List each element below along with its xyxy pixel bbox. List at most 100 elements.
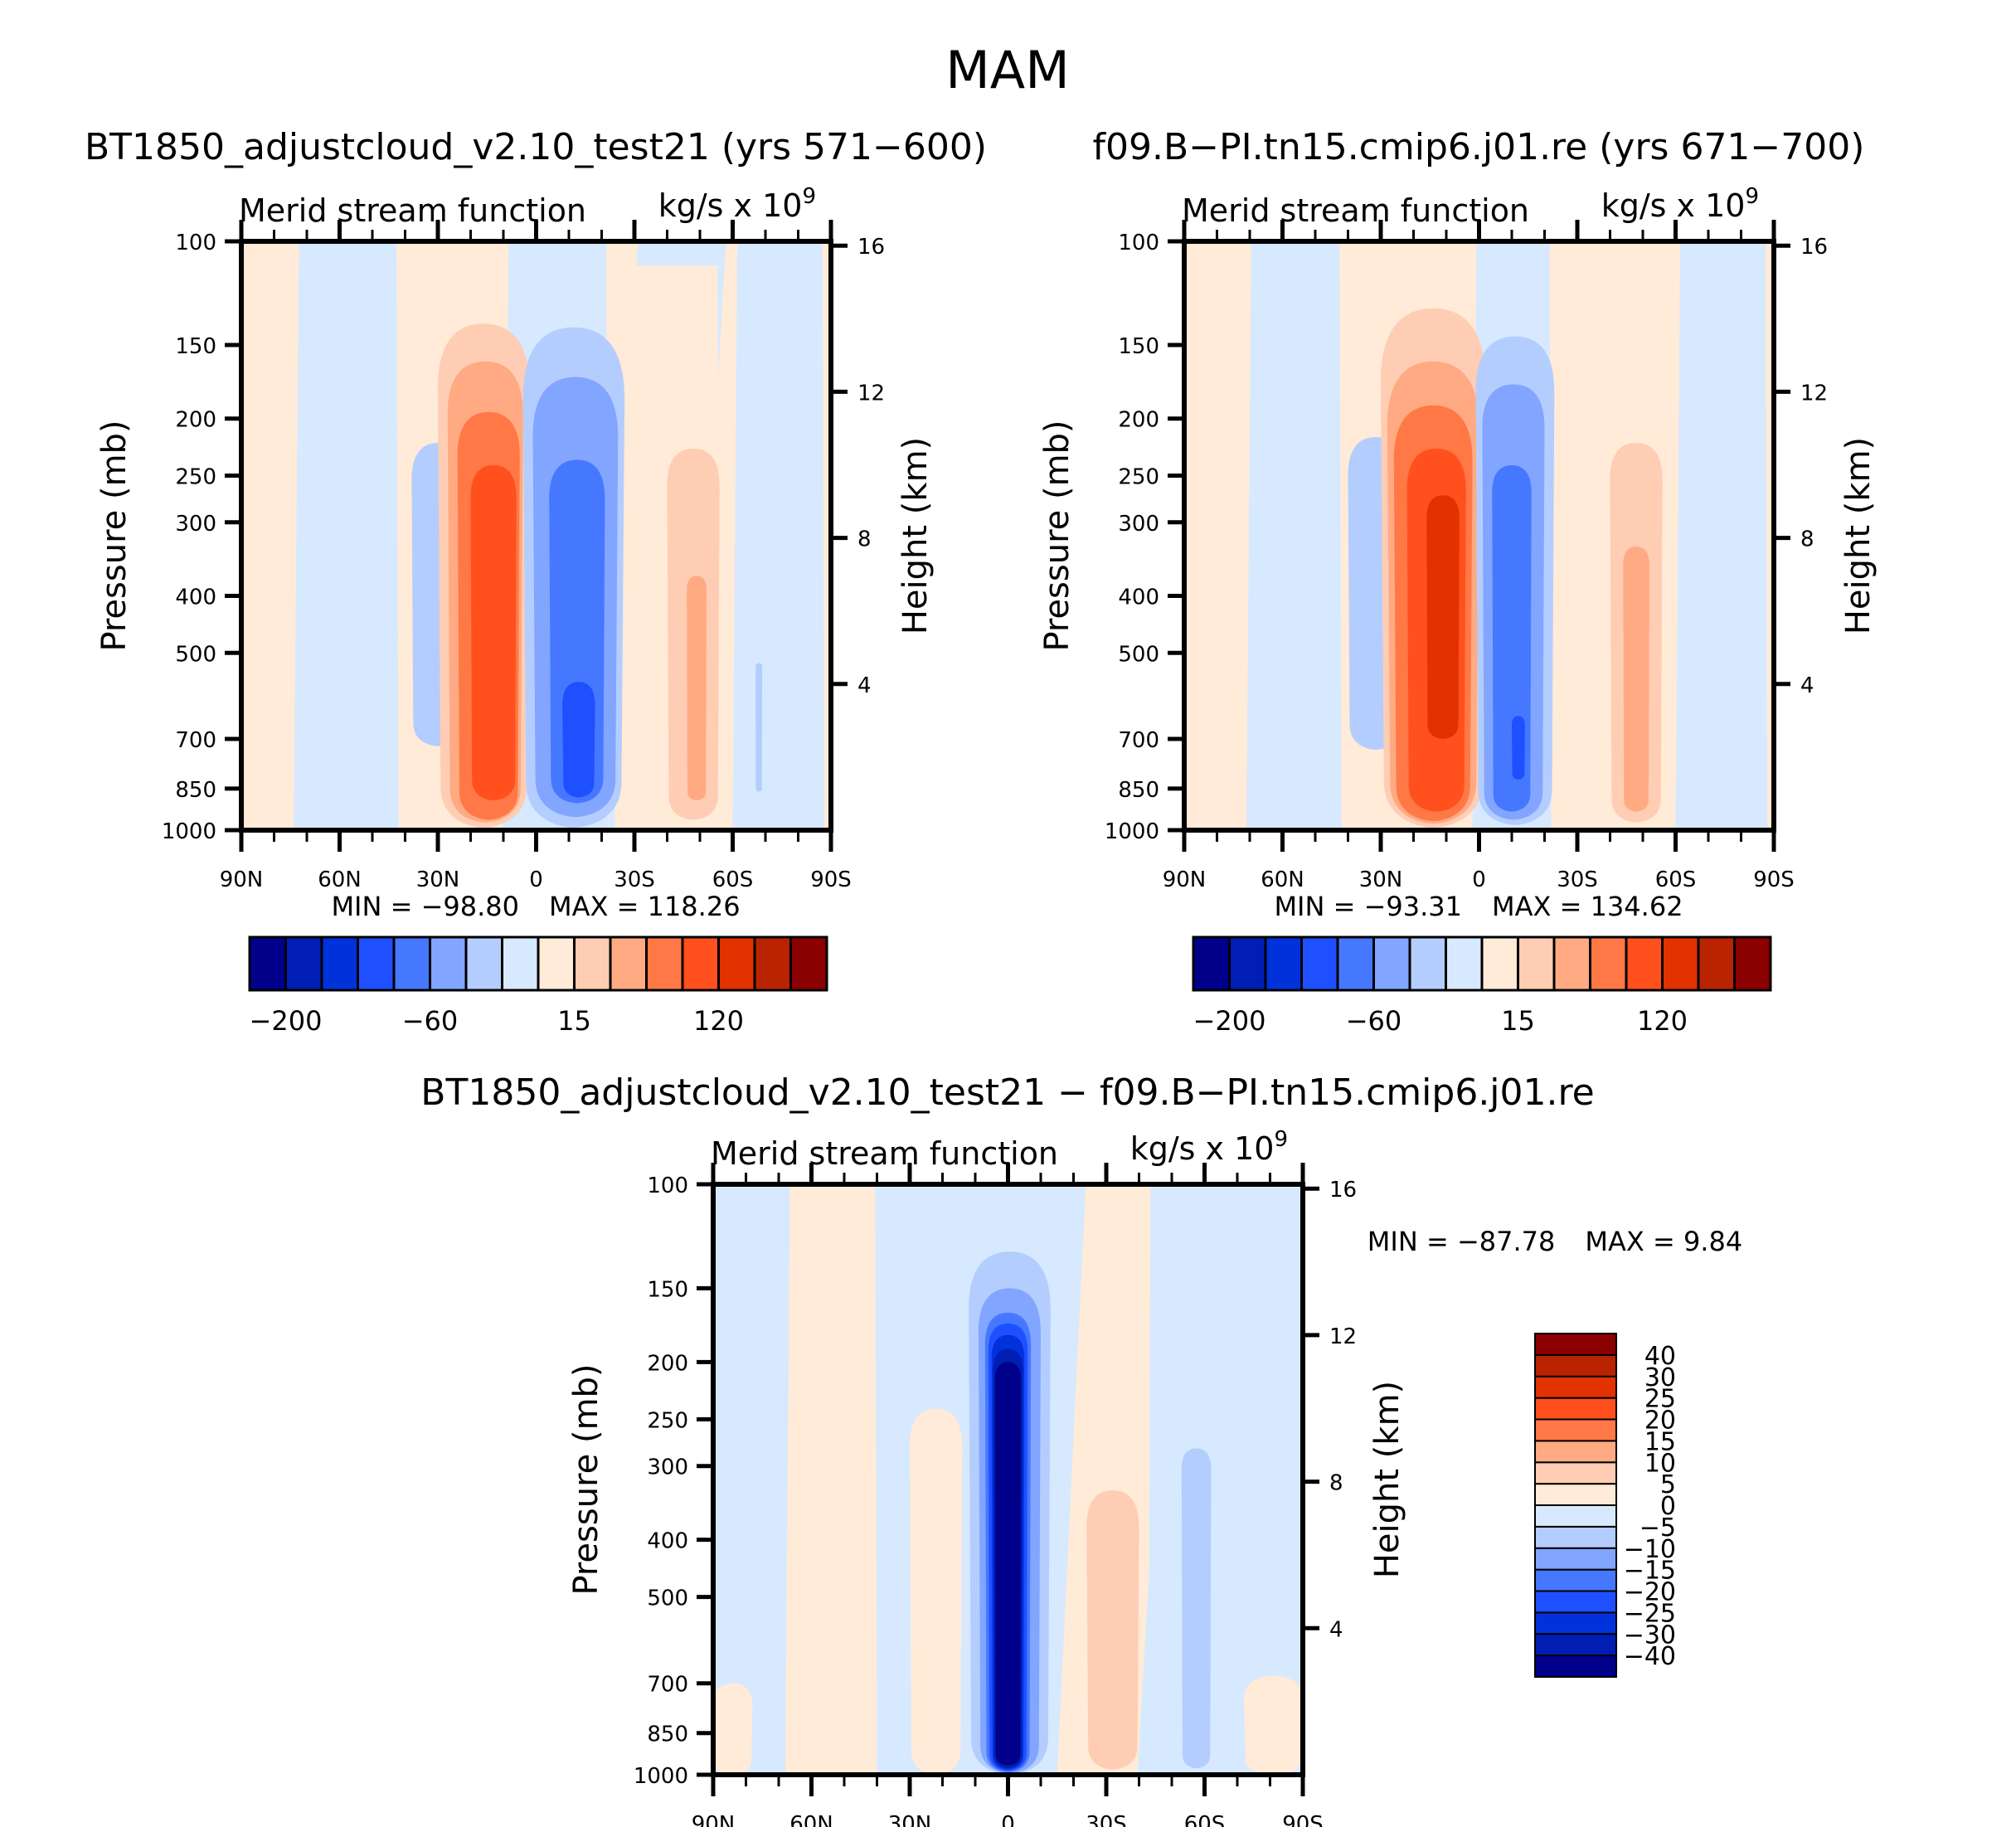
colorbar-box — [464, 935, 503, 992]
colorbar-box — [1372, 935, 1411, 992]
colorbar-box — [1534, 1483, 1617, 1506]
colorbar-box — [392, 935, 431, 992]
contour-region — [1492, 464, 1532, 812]
x-tick-label: 90N — [692, 1812, 736, 1827]
colorbar-box — [1733, 935, 1772, 992]
x-tick-label: 90S — [810, 867, 852, 892]
colorbar-label: −10 — [1624, 1535, 1676, 1564]
contour-region — [994, 1362, 1022, 1766]
colorbar-box — [1445, 935, 1484, 992]
y-tick-label: 250 — [1118, 465, 1159, 490]
colorbar-box — [1408, 935, 1447, 992]
contour-region — [1181, 1448, 1212, 1769]
colorbar-box — [1480, 935, 1519, 992]
colorbar-box — [248, 935, 287, 992]
colorbar-box — [1534, 1504, 1617, 1528]
y-tick-label: 250 — [647, 1408, 688, 1433]
colorbar-box — [501, 935, 540, 992]
colorbar-label: 40 — [1644, 1342, 1676, 1371]
y-axis-left: 100 150 200 250 300 400 500 700 850 1000 Pressure … — [95, 231, 241, 844]
colorbar-box — [1336, 935, 1375, 992]
y-axis-title: Pressure (mb) — [567, 1363, 605, 1595]
colorbar-box — [1192, 935, 1231, 992]
min-value: MIN = −93.31 — [1274, 891, 1462, 922]
contour-field — [713, 1184, 1303, 1775]
colorbar-box — [1534, 1590, 1617, 1614]
y-axis-right: 16 12 8 4 Height (km) — [1303, 1178, 1406, 1642]
colorbar-label: −200 — [1193, 1005, 1266, 1037]
units-label: kg/s x 109 — [1130, 1127, 1288, 1167]
contour-region — [785, 1184, 877, 1775]
y-right-axis-title: Height (km) — [896, 437, 935, 634]
colorbar-label: −60 — [402, 1005, 459, 1037]
x-tick-label: 90N — [1163, 867, 1207, 892]
contour-region — [910, 1408, 963, 1775]
y-right-tick-label: 4 — [1329, 1617, 1343, 1642]
contour-field — [241, 241, 831, 830]
panel-title: BT1850_adjustcloud_v2.10_test21 − f09.B−… — [420, 1071, 1594, 1114]
colorbar-box — [284, 935, 323, 992]
colorbar-box — [1534, 1568, 1617, 1592]
colorbar-box — [1228, 935, 1267, 992]
y-right-tick-label: 4 — [1800, 673, 1814, 698]
contour-region — [687, 576, 707, 801]
colorbar-label: 120 — [1637, 1005, 1688, 1037]
x-tick-label: 90N — [220, 867, 264, 892]
figure-title: MAM — [945, 40, 1069, 100]
y-right-tick-label: 16 — [1800, 235, 1828, 260]
colorbar-box — [1625, 935, 1664, 992]
contour-region — [1149, 1184, 1178, 1775]
y-tick-label: 300 — [647, 1455, 688, 1480]
units-exponent: 9 — [1274, 1127, 1288, 1152]
colorbar-box — [1534, 1633, 1617, 1657]
x-tick-label: 60N — [318, 867, 362, 892]
units-text: kg/s x 10 — [1130, 1130, 1275, 1167]
colorbar-box — [789, 935, 828, 992]
y-tick-label: 850 — [647, 1723, 688, 1747]
y-tick-label: 300 — [175, 512, 216, 537]
y-tick-label: 500 — [1118, 642, 1159, 667]
units-label: kg/s x 109 — [658, 184, 816, 224]
colorbar-box — [1552, 935, 1591, 992]
y-right-tick-label: 16 — [857, 235, 885, 260]
x-tick-label: 0 — [1472, 867, 1486, 892]
max-value: MAX = 9.84 — [1585, 1226, 1742, 1257]
y-tick-label: 150 — [175, 334, 216, 359]
colorbar-label: 0 — [1660, 1492, 1676, 1521]
min-max-label: MIN = −98.80 MAX = 118.26 — [331, 891, 740, 922]
y-tick-label: 250 — [175, 465, 216, 490]
colorbar-label: 10 — [1644, 1449, 1676, 1478]
colorbar-box — [609, 935, 648, 992]
x-axis: 90N 60N 30N 0 30S 60S 90S — [692, 1163, 1324, 1827]
contour-region — [1057, 1184, 1172, 1775]
colorbar-box — [1534, 1525, 1617, 1549]
colorbar-label: 20 — [1644, 1407, 1676, 1436]
y-tick-label: 150 — [647, 1277, 688, 1302]
colorbar-box — [1264, 935, 1303, 992]
y-right-tick-label: 16 — [1329, 1178, 1357, 1203]
colorbar-box — [717, 935, 756, 992]
x-tick-label: 0 — [529, 867, 543, 892]
y-tick-label: 700 — [1118, 728, 1159, 753]
colorbar-box — [1534, 1461, 1617, 1485]
contour-region — [470, 464, 517, 801]
min-max-readout: MIN = −87.78 MAX = 9.84 — [1367, 1226, 1742, 1257]
colorbar-box — [1534, 1353, 1617, 1378]
colorbar-label: 15 — [557, 1005, 591, 1037]
y-tick-label: 850 — [1118, 778, 1159, 803]
x-tick-label: 90S — [1753, 867, 1795, 892]
contour-region — [713, 1683, 753, 1775]
y-right-tick-label: 4 — [857, 673, 872, 698]
colorbar-box — [1534, 1611, 1617, 1635]
units-exponent: 9 — [1745, 184, 1759, 209]
left-string: Merid stream function — [1182, 192, 1529, 229]
min-max-label: MIN = −93.31 MAX = 134.62 — [1274, 891, 1683, 922]
units-text: kg/s x 10 — [658, 187, 803, 224]
colorbar-box — [429, 935, 468, 992]
contour-region — [1675, 241, 1768, 828]
y-tick-label: 150 — [1118, 334, 1159, 359]
colorbar-label: 120 — [693, 1005, 744, 1037]
x-tick-label: 60S — [1184, 1812, 1226, 1827]
colorbar-box — [1534, 1440, 1617, 1464]
